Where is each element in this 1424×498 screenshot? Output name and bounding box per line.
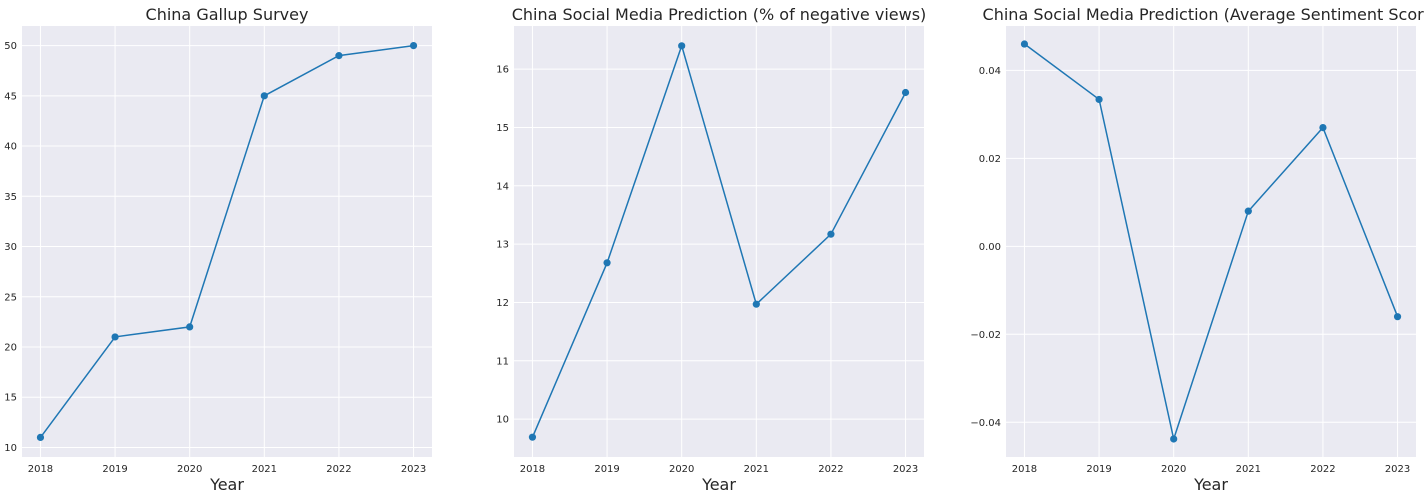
plot-area: [22, 26, 432, 457]
data-point: [111, 333, 119, 341]
x-tick-label: 2019: [102, 464, 127, 475]
chart-title: China Social Media Prediction (% of nega…: [512, 5, 927, 24]
x-tick-label: 2023: [1385, 464, 1410, 475]
grid: [22, 26, 432, 457]
y-tick-label: −0.04: [970, 418, 1001, 429]
y-tick-label: 11: [496, 356, 509, 367]
y-tick-label: 15: [4, 393, 17, 404]
y-tick-label: 12: [496, 298, 509, 309]
data-point: [260, 92, 268, 100]
y-tick-label: 35: [4, 192, 17, 203]
y-tick-label: 0.04: [979, 66, 1001, 77]
y-tick-label: 45: [4, 91, 17, 102]
data-point: [1170, 435, 1178, 443]
x-tick-label: 2018: [1012, 464, 1037, 475]
chart-panel-sentiment-score: China Social Media Prediction (Average S…: [970, 5, 1424, 494]
series-line: [1024, 43, 1399, 442]
y-tick-label: 25: [4, 292, 17, 303]
x-axis-label: Year: [701, 475, 736, 494]
x-tick-label: 2021: [1236, 464, 1261, 475]
chart-panel-gallup: China Gallup Survey Year 2018 2019 2020 202…: [4, 5, 432, 494]
y-tick-label: 13: [496, 240, 509, 251]
series-line: [39, 44, 414, 438]
x-tick-label: 2021: [252, 464, 277, 475]
chart-title: China Gallup Survey: [146, 5, 309, 24]
y-tick-label: 40: [4, 142, 17, 153]
data-point: [1393, 313, 1402, 321]
y-tick-label: 10: [496, 415, 509, 426]
data-point: [335, 52, 343, 60]
x-tick-label: 2022: [1310, 464, 1335, 475]
plot-area: [514, 26, 924, 457]
data-point: [1319, 123, 1327, 132]
data-point: [603, 259, 611, 267]
x-tick-label: 2022: [326, 464, 351, 475]
y-tick-label: 16: [496, 65, 509, 76]
x-tick-label: 2019: [594, 464, 619, 475]
data-point: [678, 42, 686, 50]
x-tick-label: 2020: [177, 464, 202, 475]
data-point: [901, 88, 910, 97]
x-tick-label: 2021: [744, 464, 769, 475]
x-axis-label: Year: [1193, 475, 1228, 494]
y-tick-label: 50: [4, 41, 17, 52]
y-tick-label: 0.02: [979, 154, 1001, 165]
y-tick-label: 14: [496, 181, 509, 192]
y-tick-label: 15: [496, 123, 509, 134]
data-point: [409, 41, 418, 50]
series-line: [531, 43, 907, 438]
x-tick-label: 2022: [818, 464, 843, 475]
x-tick-label: 2019: [1086, 464, 1111, 475]
y-tick-label: 10: [4, 443, 17, 454]
data-point: [186, 323, 194, 331]
data-point: [36, 433, 45, 442]
chart-panel-negative-views: China Social Media Prediction (% of nega…: [496, 5, 926, 494]
data-point: [1020, 40, 1029, 48]
y-tick-label: 30: [4, 242, 17, 253]
data-point: [827, 230, 835, 238]
grid: [1006, 26, 1416, 457]
y-tick-label: −0.02: [970, 330, 1001, 341]
y-tick-label: 0.00: [979, 242, 1001, 253]
x-axis-label: Year: [209, 475, 244, 494]
x-tick-label: 2018: [520, 464, 545, 475]
x-tick-label: 2023: [401, 464, 426, 475]
data-point: [1244, 207, 1252, 215]
x-tick-label: 2020: [669, 464, 694, 475]
data-point: [752, 300, 760, 308]
grid: [514, 26, 924, 457]
data-point: [1095, 95, 1103, 104]
chart-title: China Social Media Prediction (Average S…: [983, 5, 1424, 24]
data-point: [528, 433, 537, 441]
y-tick-label: 20: [4, 342, 17, 353]
x-tick-label: 2018: [28, 464, 53, 475]
x-tick-label: 2023: [893, 464, 918, 475]
plot-area: [1006, 26, 1416, 457]
x-tick-label: 2020: [1161, 464, 1186, 475]
